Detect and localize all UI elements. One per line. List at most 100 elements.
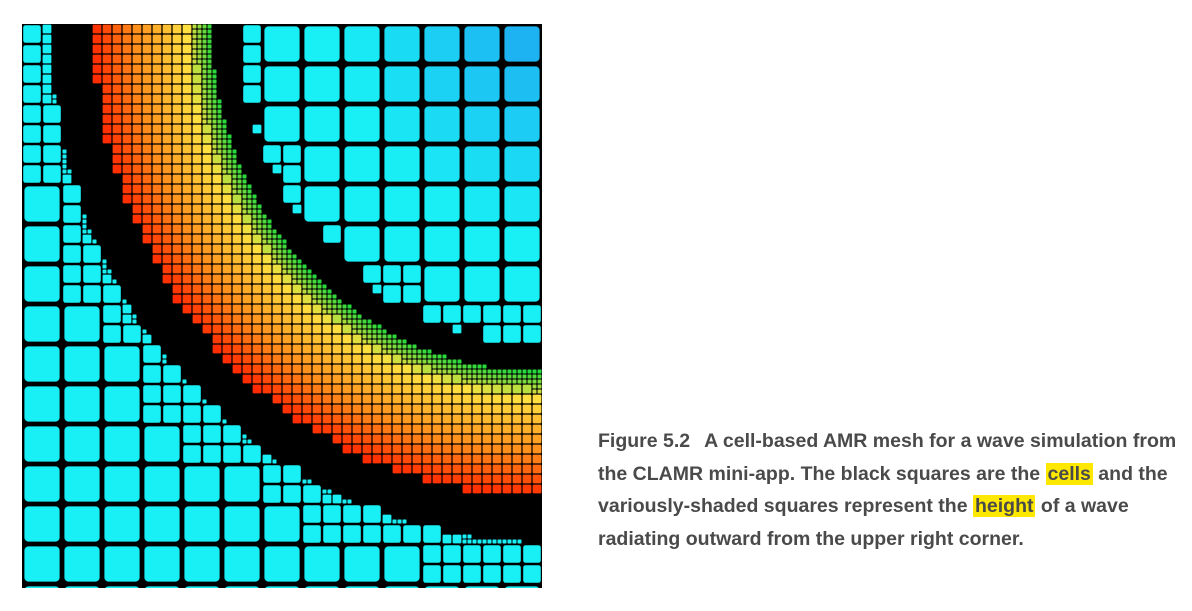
mesh-cell (385, 586, 419, 588)
mesh-cell (352, 444, 362, 454)
mesh-cell (252, 214, 257, 219)
mesh-cell (402, 454, 412, 464)
mesh-cell (282, 274, 292, 284)
mesh-cell (64, 346, 100, 382)
mesh-cell (392, 354, 402, 364)
mesh-cell (262, 354, 272, 364)
mesh-cell (347, 304, 352, 309)
mesh-cell (427, 359, 432, 364)
mesh-cell (143, 365, 161, 383)
mesh-cell (217, 149, 222, 154)
mesh-cell (442, 424, 452, 434)
mesh-cell (302, 289, 307, 294)
mesh-cell (197, 54, 202, 59)
mesh-cell (332, 294, 337, 299)
mesh-cell (242, 324, 252, 334)
mesh-cell (287, 264, 292, 269)
mesh-cell (512, 434, 522, 444)
mesh-cell (252, 344, 262, 354)
mesh-cell (503, 545, 521, 563)
mesh-cell (452, 324, 462, 334)
mesh-cell (222, 244, 232, 254)
mesh-cell (112, 144, 122, 154)
mesh-cell (497, 539, 502, 544)
mesh-cell (503, 325, 521, 343)
mesh-cell (202, 94, 207, 99)
mesh-cell (142, 234, 152, 244)
mesh-cell (202, 224, 212, 234)
mesh-cell (342, 314, 347, 319)
mesh-cell (184, 546, 220, 582)
mesh-cell (202, 24, 207, 29)
mesh-cell (63, 185, 81, 203)
mesh-cell (352, 394, 362, 404)
mesh-cell (482, 454, 492, 464)
mesh-cell (384, 186, 420, 222)
mesh-cell (467, 369, 472, 374)
mesh-cell (312, 294, 317, 299)
mesh-cell (462, 364, 467, 369)
mesh-cell (287, 249, 292, 254)
mesh-cell (122, 44, 132, 54)
mesh-cell (352, 354, 362, 364)
mesh-cell (537, 374, 542, 379)
mesh-cell (24, 306, 60, 342)
mesh-cell (262, 284, 272, 294)
mesh-cell (64, 466, 100, 502)
mesh-cell (172, 154, 182, 164)
mesh-cell (322, 374, 332, 384)
mesh-cell (142, 134, 152, 144)
mesh-cell (492, 444, 502, 454)
mesh-cell (492, 434, 502, 444)
mesh-cell (92, 54, 102, 64)
mesh-cell (522, 394, 532, 404)
mesh-cell (172, 104, 182, 114)
mesh-cell (422, 374, 432, 384)
mesh-cell (282, 324, 292, 334)
mesh-cell (63, 265, 81, 283)
mesh-cell (477, 379, 482, 384)
mesh-cell (104, 546, 140, 582)
mesh-cell (305, 586, 339, 588)
mesh-cell (242, 264, 252, 274)
mesh-cell (505, 586, 539, 588)
mesh-cell (282, 314, 292, 324)
mesh-cell (162, 74, 172, 84)
mesh-cell (122, 314, 132, 324)
mesh-cell (184, 466, 220, 502)
mesh-cell (172, 294, 182, 304)
mesh-cell (402, 414, 412, 424)
mesh-cell (262, 374, 272, 384)
mesh-cell (492, 414, 502, 424)
mesh-cell (432, 364, 437, 369)
mesh-cell (63, 245, 81, 263)
mesh-cell (192, 124, 202, 134)
mesh-cell (283, 465, 301, 483)
mesh-cell (202, 154, 212, 164)
mesh-cell (352, 384, 362, 394)
mesh-cell (152, 124, 162, 134)
mesh-cell (132, 164, 142, 174)
mesh-cell (122, 124, 132, 134)
mesh-cell (152, 194, 162, 204)
mesh-cell (504, 26, 540, 62)
mesh-cell (332, 354, 342, 364)
mesh-cell (112, 124, 122, 134)
mesh-cell (252, 354, 262, 364)
mesh-cell (222, 154, 227, 159)
mesh-cell (104, 346, 140, 382)
mesh-cell (42, 84, 52, 94)
mesh-cell (142, 329, 147, 334)
mesh-cell (384, 226, 420, 262)
mesh-cell (242, 204, 247, 209)
mesh-cell (464, 66, 500, 102)
mesh-cell (302, 274, 307, 279)
mesh-cell (264, 66, 300, 102)
mesh-cell (392, 444, 402, 454)
mesh-cell (203, 405, 221, 423)
mesh-cell (312, 324, 322, 334)
mesh-cell (272, 364, 282, 374)
mesh-cell (42, 64, 52, 74)
mesh-cell (172, 164, 182, 174)
mesh-cell (242, 274, 252, 284)
